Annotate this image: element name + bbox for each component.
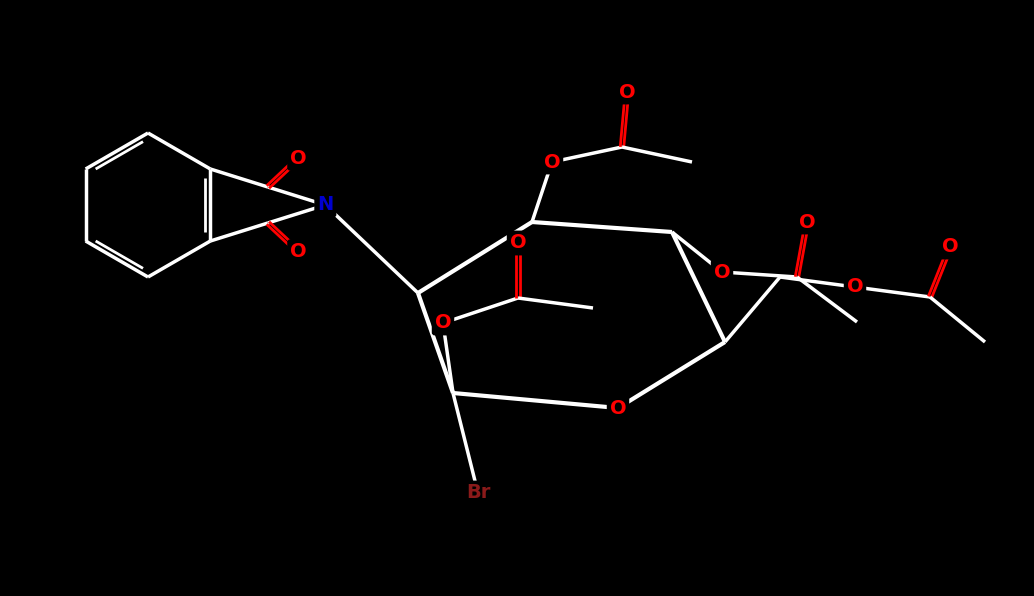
- Text: O: O: [798, 213, 816, 231]
- Text: Br: Br: [465, 483, 490, 502]
- Text: O: O: [713, 262, 730, 281]
- Text: N: N: [317, 195, 334, 215]
- Text: O: O: [942, 237, 959, 256]
- Text: O: O: [847, 278, 863, 296]
- Text: O: O: [434, 313, 451, 333]
- Text: O: O: [291, 149, 307, 167]
- Text: O: O: [610, 399, 627, 418]
- Text: O: O: [618, 82, 635, 101]
- Text: O: O: [544, 153, 560, 172]
- Text: O: O: [510, 234, 526, 253]
- Text: O: O: [291, 242, 307, 261]
